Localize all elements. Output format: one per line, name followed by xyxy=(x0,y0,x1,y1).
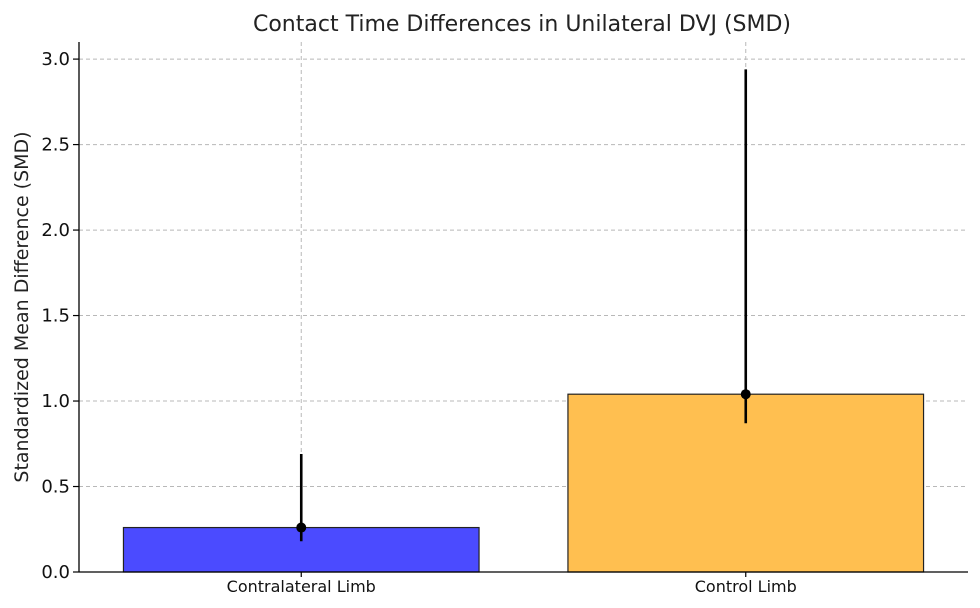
x-tick-label: Control Limb xyxy=(695,577,797,596)
y-tick-label: 1.0 xyxy=(41,391,70,412)
y-tick-label: 1.5 xyxy=(41,306,70,327)
x-tick-labels-layer: Contralateral Limb Control Limb xyxy=(227,572,797,596)
y-tick-label: 0.0 xyxy=(41,562,70,583)
y-ticks-layer: 0.0 0.5 1.0 1.5 2.0 2.5 3.0 xyxy=(41,49,79,583)
bars-layer xyxy=(122,393,925,573)
axes-layer xyxy=(78,42,968,573)
y-axis-label: Standardized Mean Difference (SMD) xyxy=(11,131,33,482)
x-tick-label: Contralateral Limb xyxy=(227,577,376,596)
y-tick-label: 2.5 xyxy=(41,135,70,156)
bar xyxy=(567,393,925,573)
chart-title: Contact Time Differences in Unilateral D… xyxy=(253,12,791,37)
y-tick-label: 0.5 xyxy=(41,477,70,498)
y-tick-label: 2.0 xyxy=(41,220,70,241)
y-tick-label: 3.0 xyxy=(41,49,70,70)
error-bars-layer xyxy=(296,69,751,542)
point-marker xyxy=(296,522,307,533)
point-marker xyxy=(740,389,751,400)
